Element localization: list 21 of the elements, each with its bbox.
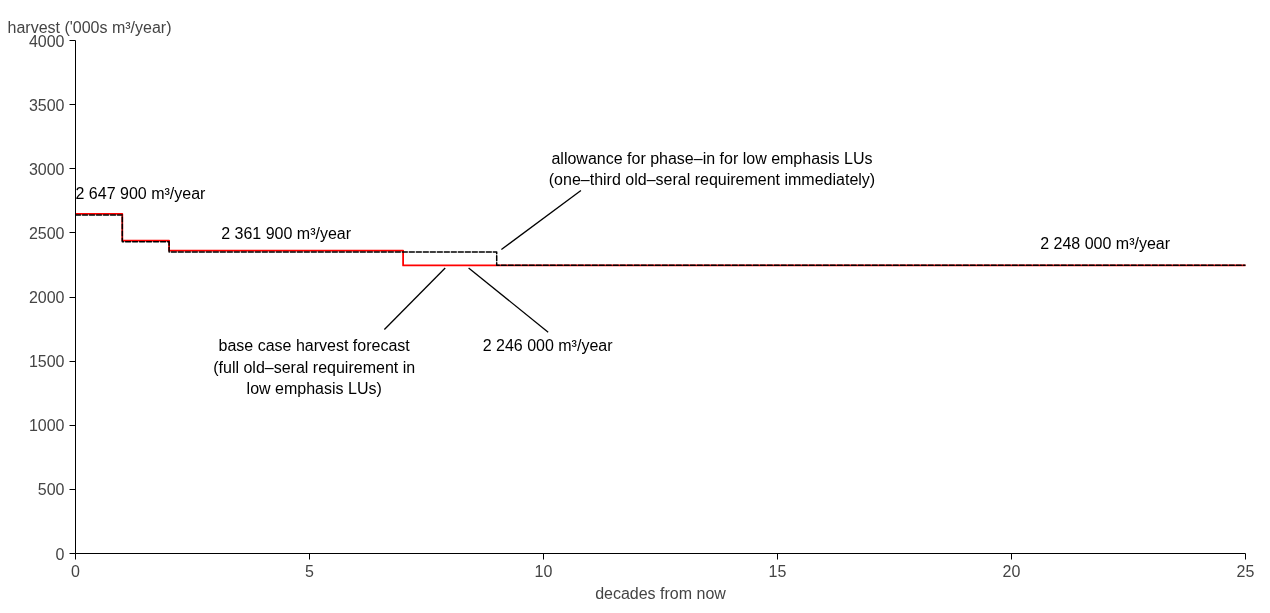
y-tick-label: 500 <box>37 481 65 499</box>
y-tick-label: 2500 <box>28 224 65 242</box>
annotation: 2 361 900 m³/year <box>221 224 352 242</box>
annotation: 2 246 000 m³/year <box>482 337 614 355</box>
y-tick-label: 2000 <box>28 289 65 306</box>
y-tick-label: 1000 <box>28 417 65 435</box>
annotation: base case harvest forecast (full old–seral requirement in low emphasis LUs) <box>213 337 416 397</box>
x-tick-label: 25 <box>1236 562 1255 580</box>
x-tick-label: 0 <box>71 562 81 580</box>
x-tick-label: 10 <box>534 562 553 580</box>
x-tick-label: 20 <box>1002 562 1021 580</box>
annotation: 2 248 000 m³/year <box>1040 235 1171 253</box>
annotation: allowance for phase–in for low emphasis LUs (one–third old–seral requirement immediately) <box>548 149 876 188</box>
annotation: 2 647 900 m³/year <box>75 185 207 203</box>
y-tick-label: 1500 <box>28 353 65 371</box>
x-tick-label: 5 <box>305 562 315 580</box>
x-axis-title: decades from now <box>595 584 727 602</box>
y-tick-label: 3500 <box>28 96 65 114</box>
y-tick-label: 3000 <box>28 160 65 178</box>
y-tick-label: 0 <box>55 545 65 563</box>
x-tick-label: 15 <box>768 562 787 580</box>
